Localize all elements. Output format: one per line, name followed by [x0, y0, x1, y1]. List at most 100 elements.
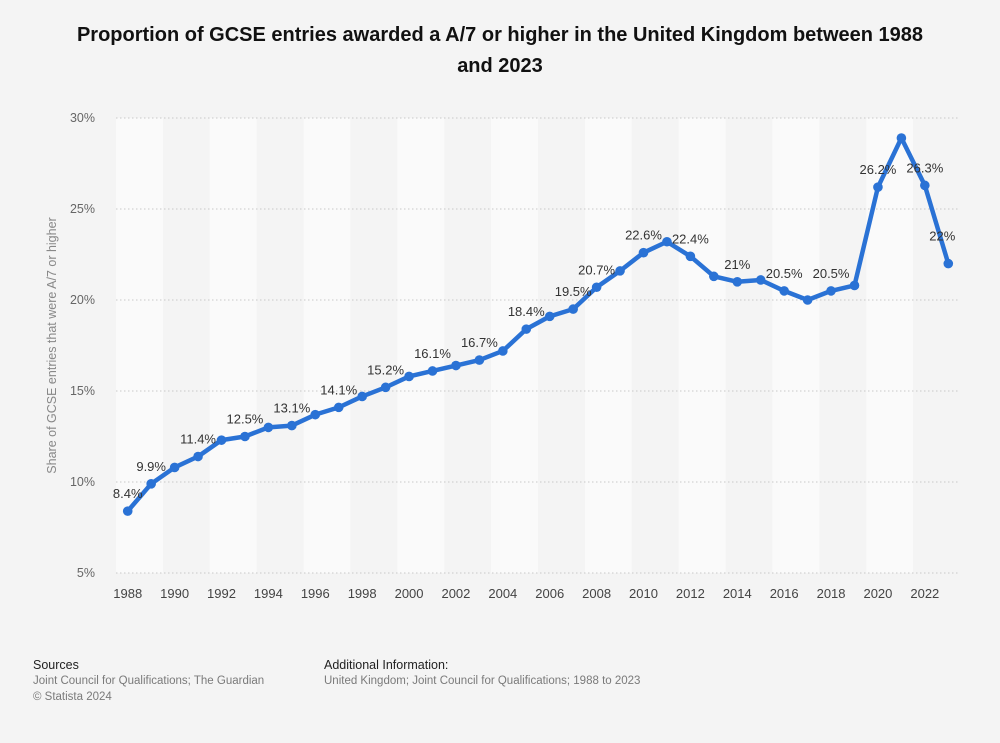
additional-info-text: United Kingdom; Joint Council for Qualif…	[324, 675, 641, 687]
column-band	[116, 118, 163, 573]
data-point[interactable]	[380, 382, 391, 393]
data-point[interactable]	[451, 360, 461, 371]
additional-info-heading: Additional Information:	[324, 658, 449, 672]
data-point[interactable]	[638, 247, 649, 258]
x-tick-label: 2004	[488, 586, 517, 601]
data-label: 9.9%	[136, 459, 166, 474]
data-label: 22.4%	[672, 231, 709, 246]
data-point[interactable]	[146, 479, 156, 489]
column-band	[584, 118, 632, 573]
column-band	[772, 118, 820, 573]
data-label: 16.7%	[461, 335, 498, 350]
data-label: 20.5%	[813, 266, 850, 281]
data-point[interactable]	[873, 182, 883, 192]
chart-title: Proportion of GCSE entries awarded a A/7…	[76, 24, 924, 77]
data-label: 22.6%	[625, 228, 662, 243]
y-tick-label: 5%	[77, 566, 95, 580]
data-label: 11.4%	[180, 432, 216, 447]
data-point[interactable]	[427, 366, 438, 376]
data-labels: 8.4% 9.9% 11.4% 12.5% 13.1% 14.1% 15.2% 16.1% 16…	[113, 160, 956, 501]
y-axis-label: Share of GCSE entries that were A/7 or h…	[45, 217, 59, 473]
data-point[interactable]	[849, 280, 860, 291]
data-label: 8.4%	[113, 486, 143, 501]
data-point[interactable]	[709, 271, 719, 282]
x-tick-label: 2018	[817, 586, 846, 601]
y-tick-label: 10%	[70, 475, 95, 489]
data-point[interactable]	[732, 277, 743, 287]
data-point[interactable]	[544, 311, 555, 322]
x-tick-label: 2016	[770, 586, 799, 601]
data-point[interactable]	[943, 258, 954, 269]
data-point[interactable]	[826, 286, 836, 296]
data-point[interactable]	[193, 451, 203, 462]
gridlines	[116, 117, 960, 574]
data-point[interactable]	[287, 420, 297, 431]
line-chart: 5%10%15%20%25%30% 1988 1990 1992 1994 1996 19…	[45, 111, 960, 601]
alternating-column-bands	[116, 118, 914, 573]
data-label: 15.2%	[367, 362, 404, 377]
data-label: 12.5%	[227, 412, 264, 427]
y-axis-ticks: 5% 10% 15% 20% 25% 30%	[70, 111, 95, 580]
y-tick-label: 20%	[70, 293, 95, 307]
data-point[interactable]	[521, 324, 532, 334]
copyright-text: © Statista 2024	[33, 691, 112, 703]
x-tick-label: 2002	[441, 586, 470, 601]
x-tick-label: 2020	[863, 586, 892, 601]
data-label: 13.1%	[273, 401, 310, 416]
data-point[interactable]	[357, 391, 367, 402]
x-tick-label: 2012	[676, 586, 705, 601]
data-label: 21%	[724, 257, 750, 272]
data-point[interactable]	[216, 435, 227, 445]
data-label: 14.1%	[320, 382, 357, 397]
data-point[interactable]	[310, 409, 321, 420]
data-label: 26.3%	[906, 160, 943, 175]
data-point[interactable]	[404, 371, 414, 382]
x-axis-ticks: 1988 1990 1992 1994 1996 1998 2000 2002 2004 2006…	[113, 586, 939, 601]
data-label: 26.2%	[860, 162, 897, 177]
y-tick-label: 25%	[70, 202, 95, 216]
column-band	[209, 118, 257, 573]
x-tick-label: 1994	[254, 586, 283, 601]
data-point[interactable]	[333, 402, 344, 413]
x-tick-label: 2008	[582, 586, 611, 601]
sources-text[interactable]: Joint Council for Qualifications; The Gu…	[33, 675, 265, 687]
column-band	[397, 118, 445, 573]
data-point[interactable]	[122, 506, 133, 516]
data-points	[122, 133, 954, 516]
sources-block: Sources Joint Council for Qualifications…	[33, 657, 264, 705]
sources-heading: Sources	[33, 658, 79, 672]
data-label: 20.7%	[578, 262, 615, 277]
column-band	[678, 118, 726, 573]
x-tick-label: 1996	[301, 586, 330, 601]
x-tick-label: 2014	[723, 586, 752, 601]
data-point[interactable]	[240, 431, 250, 442]
column-band	[303, 118, 351, 573]
y-tick-label: 15%	[70, 384, 95, 398]
data-point[interactable]	[498, 346, 508, 356]
y-tick-label: 30%	[70, 111, 95, 125]
x-tick-label: 2022	[910, 586, 939, 601]
data-label: 18.4%	[508, 304, 545, 319]
data-point[interactable]	[263, 422, 274, 433]
data-point[interactable]	[568, 304, 578, 314]
data-point[interactable]	[169, 462, 180, 473]
data-point[interactable]	[685, 251, 696, 262]
additional-info-block: Additional Information: United Kingdom; …	[324, 657, 640, 689]
data-label: 20.5%	[766, 266, 803, 281]
data-point[interactable]	[779, 286, 789, 296]
data-label: 22%	[929, 229, 955, 244]
data-point[interactable]	[755, 275, 766, 285]
data-point[interactable]	[896, 133, 907, 143]
x-tick-label: 2000	[395, 586, 424, 601]
data-point[interactable]	[802, 295, 813, 305]
data-label: 19.5%	[555, 284, 592, 299]
x-tick-label: 1990	[160, 586, 189, 601]
data-point[interactable]	[615, 266, 625, 276]
data-point[interactable]	[920, 180, 930, 191]
data-label: 16.1%	[414, 346, 451, 361]
data-point[interactable]	[662, 236, 672, 247]
data-point[interactable]	[474, 355, 485, 365]
x-tick-label: 1992	[207, 586, 236, 601]
data-point[interactable]	[591, 282, 602, 293]
